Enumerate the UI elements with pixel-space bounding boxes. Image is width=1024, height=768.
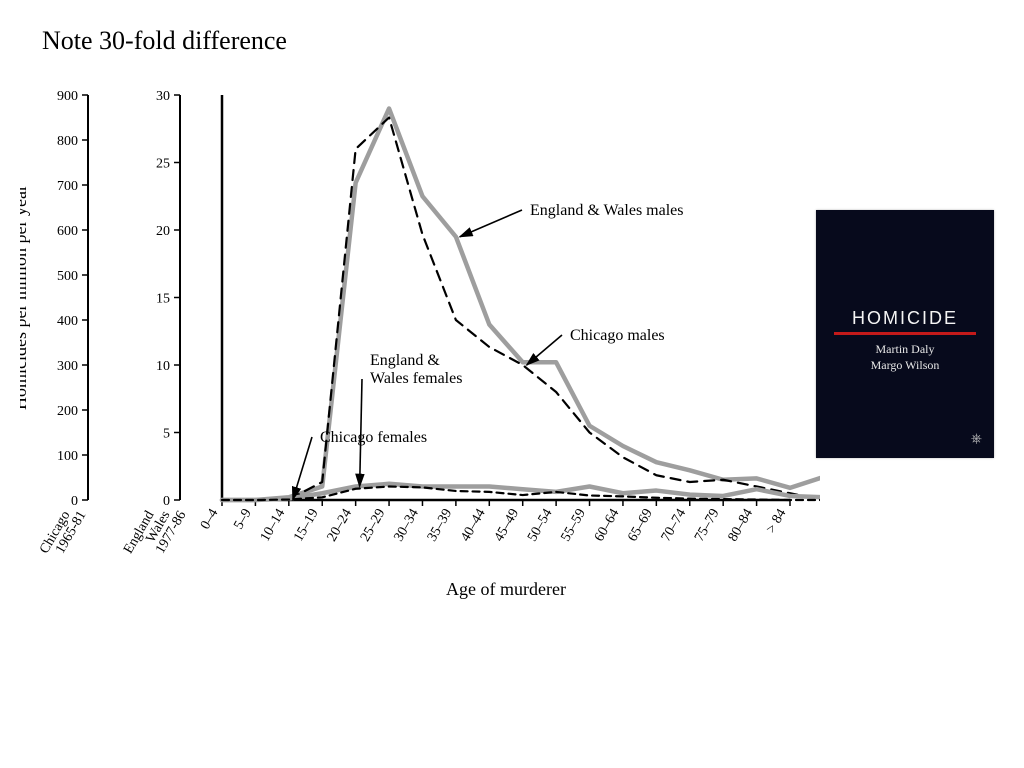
svg-text:500: 500 xyxy=(57,269,78,284)
svg-text:300: 300 xyxy=(57,359,78,374)
svg-text:Age of murderer: Age of murderer xyxy=(446,579,566,599)
svg-text:0: 0 xyxy=(163,494,170,509)
svg-text:40–44: 40–44 xyxy=(458,507,488,545)
svg-text:50–54: 50–54 xyxy=(525,507,555,545)
svg-text:55–59: 55–59 xyxy=(559,507,589,545)
svg-text:Chicago males: Chicago males xyxy=(570,327,665,344)
page-title: Note 30-fold difference xyxy=(42,26,287,56)
svg-text:10: 10 xyxy=(156,359,170,374)
svg-text:100: 100 xyxy=(57,449,78,464)
svg-text:5: 5 xyxy=(163,427,170,442)
svg-text:30–34: 30–34 xyxy=(391,507,421,545)
svg-text:England & Wales males: England & Wales males xyxy=(530,202,684,219)
publisher-logo-icon: ⎈ xyxy=(971,432,982,448)
svg-text:600: 600 xyxy=(57,224,78,239)
svg-text:30: 30 xyxy=(156,89,170,104)
svg-text:400: 400 xyxy=(57,314,78,329)
svg-text:10–14: 10–14 xyxy=(258,507,288,545)
svg-text:15: 15 xyxy=(156,292,170,307)
svg-text:60–64: 60–64 xyxy=(592,507,622,545)
svg-text:Chicago females: Chicago females xyxy=(320,429,427,446)
svg-text:800: 800 xyxy=(57,134,78,149)
book-title: HOMICIDE xyxy=(816,308,994,329)
svg-text:35–39: 35–39 xyxy=(425,507,455,545)
svg-text:900: 900 xyxy=(57,89,78,104)
svg-text:25: 25 xyxy=(156,157,170,172)
svg-text:200: 200 xyxy=(57,404,78,419)
svg-text:75–79: 75–79 xyxy=(692,507,722,545)
svg-text:80–84: 80–84 xyxy=(726,507,756,545)
svg-text:5–9: 5–9 xyxy=(231,507,254,533)
svg-text:25–29: 25–29 xyxy=(358,507,388,545)
book-cover: HOMICIDE Martin Daly Margo Wilson ⎈ xyxy=(816,210,994,458)
svg-text:Wales females: Wales females xyxy=(370,370,462,387)
svg-text:700: 700 xyxy=(57,179,78,194)
svg-text:0: 0 xyxy=(71,494,78,509)
svg-text:65–69: 65–69 xyxy=(625,507,655,545)
svg-text:20: 20 xyxy=(156,224,170,239)
book-underline xyxy=(834,332,976,335)
svg-text:15–19: 15–19 xyxy=(291,507,321,545)
svg-text:20–24: 20–24 xyxy=(325,507,355,545)
svg-text:England &: England & xyxy=(370,352,440,369)
svg-text:0–4: 0–4 xyxy=(198,507,221,533)
book-authors: Martin Daly Margo Wilson xyxy=(816,342,994,373)
svg-text:> 84: > 84 xyxy=(764,507,790,537)
svg-text:70–74: 70–74 xyxy=(659,507,689,545)
svg-text:45–49: 45–49 xyxy=(492,507,522,545)
svg-text:Homicides per million per year: Homicides per million per year xyxy=(20,185,30,410)
homicide-chart: 0 100 200 300 400 500 600 700 800 900 0 5 10 15 20 25 30… xyxy=(20,80,820,660)
